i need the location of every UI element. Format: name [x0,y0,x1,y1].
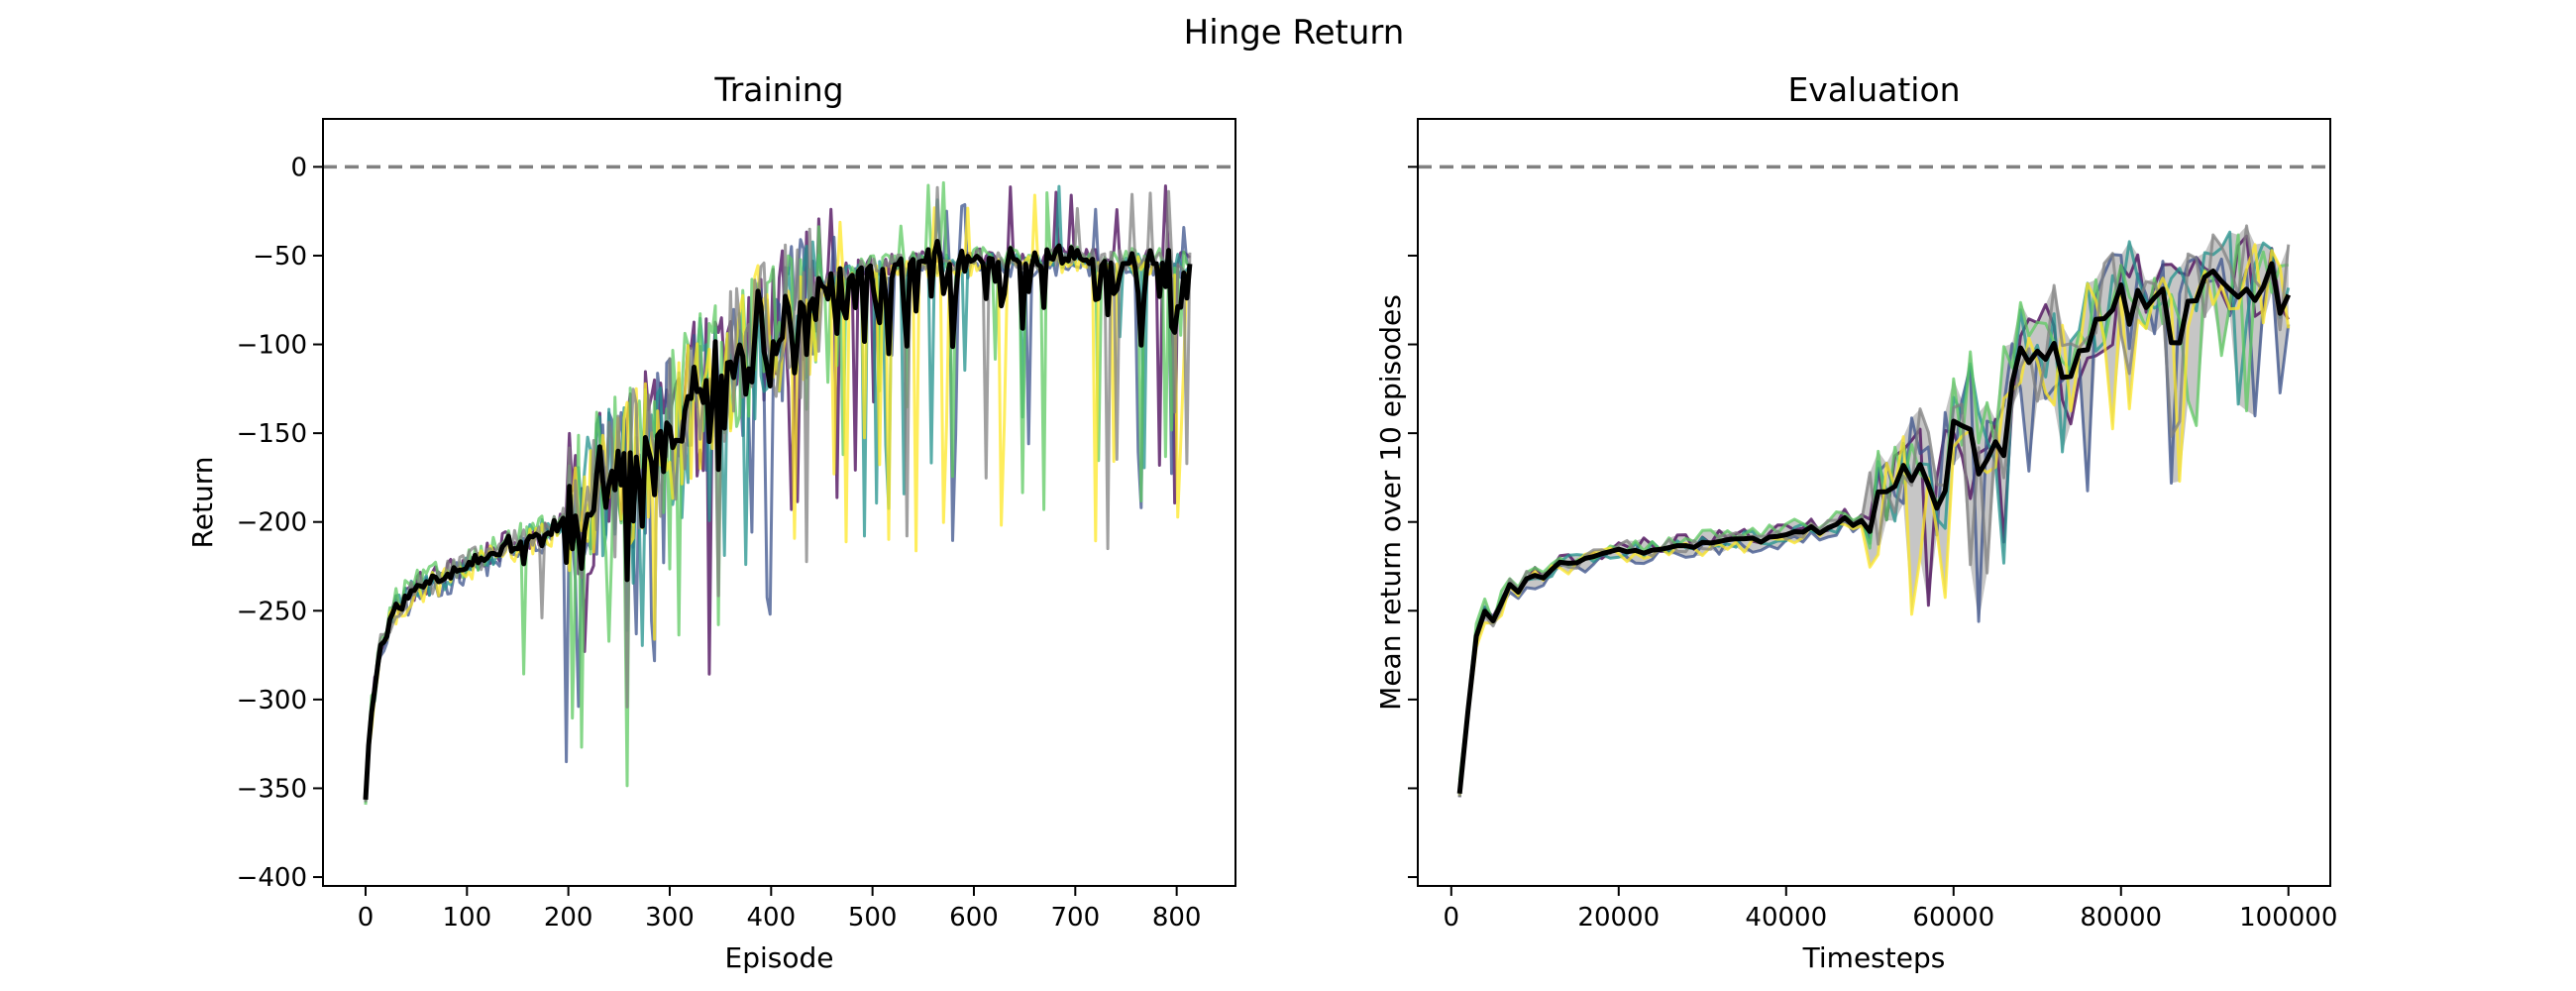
mean-series-line [363,239,1193,801]
y-tick-label: −150 [237,419,307,449]
evaluation-y-axis-label: Mean return over 10 episodes [1374,294,1407,711]
evaluation-axes-frame [1417,118,2331,887]
x-tick-label: 20000 [1577,903,1660,933]
evaluation-plot-area [1418,165,2330,798]
y-tick-label: −300 [237,686,307,716]
y-tick-label: −200 [237,508,307,538]
x-tick-label: 40000 [1745,903,1827,933]
mean-series-line [1456,261,2292,795]
x-tick-label: 500 [848,903,898,933]
evaluation-axes: Evaluation 0 20000 40000 60000 80000 100000 T… [1374,70,2337,974]
x-tick-label: 100000 [2239,903,2337,933]
x-tick-label: 60000 [1912,903,1994,933]
evaluation-y-ticks [1408,165,1418,879]
evaluation-x-ticks: 0 20000 40000 60000 80000 100000 [1444,886,2337,933]
x-tick-label: 800 [1152,903,1202,933]
x-tick-label: 400 [746,903,796,933]
training-axes-title: Training [713,70,843,109]
training-x-axis-label: Episode [725,941,834,974]
training-y-axis-label: Return [186,457,219,549]
x-tick-label: 100 [442,903,491,933]
run-series-line [364,184,1191,803]
evaluation-axes-title: Evaluation [1787,70,1960,109]
x-tick-label: 700 [1050,903,1100,933]
x-tick-label: 300 [645,903,695,933]
training-y-ticks: 0 −50 −100 −150 −200 −250 −300 −350 −400 [237,153,323,893]
x-tick-label: 600 [949,903,999,933]
x-tick-label: 0 [358,903,375,933]
x-tick-label: 200 [544,903,593,933]
y-tick-label: −50 [253,242,307,272]
run-series-line [364,180,1190,806]
training-axes: Training 0 100 200 300 400 500 600 700 800 0 −50 −… [186,70,1236,974]
training-axes-frame [322,118,1236,887]
y-tick-label: −400 [237,863,307,893]
run-series-line [364,185,1192,802]
y-tick-label: 0 [290,153,307,182]
y-tick-label: −250 [237,597,307,626]
y-tick-label: −350 [237,774,307,804]
figure-title: Hinge Return [1184,13,1405,53]
x-tick-label: 80000 [2080,903,2162,933]
evaluation-x-axis-label: Timesteps [1802,941,1946,974]
training-plot-area [323,165,1235,806]
training-x-ticks: 0 100 200 300 400 500 600 700 800 [358,886,1202,933]
x-tick-label: 0 [1444,903,1460,933]
y-tick-label: −100 [237,331,307,361]
run-series-line [364,184,1192,800]
